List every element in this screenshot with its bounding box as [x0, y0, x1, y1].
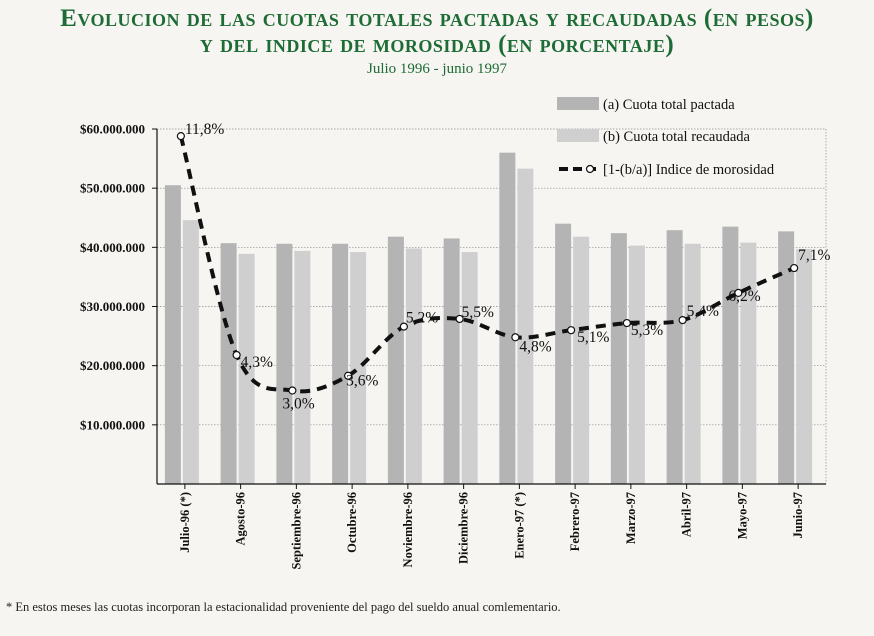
- bar-recaudada: [405, 248, 422, 484]
- bar-recaudada: [238, 253, 255, 484]
- chart-subtitle: Julio 1996 - junio 1997: [366, 61, 507, 77]
- grid-lines: [157, 128, 827, 484]
- morosidad-point: [455, 314, 464, 324]
- bar-recaudada: [573, 236, 590, 484]
- bar-recaudada: [628, 245, 645, 484]
- x-tick-label: Agosto-96: [234, 492, 248, 545]
- bar-pactada: [722, 226, 739, 484]
- morosidad-point: [232, 350, 241, 360]
- x-tick-label: Marzo-97: [624, 492, 638, 544]
- x-tick-label: Mayo-97: [735, 492, 749, 539]
- x-tick-label: Junio-97: [791, 492, 805, 539]
- bar-pactada: [332, 243, 349, 484]
- morosidad-label: 5,3%: [631, 322, 663, 339]
- morosidad-label: 11,8%: [185, 121, 225, 138]
- bars: [164, 152, 813, 485]
- legend: (a) Cuota total pactada (b) Cuota total r…: [557, 97, 775, 178]
- bar-pactada: [443, 238, 460, 484]
- bar-pactada: [499, 152, 516, 484]
- x-tick-label: Noviembre-96: [401, 492, 415, 567]
- chart-title-line1: Evolucion de las cuotas totales pactadas…: [60, 5, 814, 32]
- legend-label: [1-(b/a)] Indice de morosidad: [603, 162, 775, 178]
- chart: $10.000.000 $20.000.000 $30.000.000 $40.000…: [80, 97, 831, 570]
- morosidad-label: 5,4%: [687, 303, 719, 320]
- bar-recaudada: [796, 249, 813, 484]
- morosidad-label: 3,0%: [282, 396, 314, 413]
- bar-pactada: [778, 231, 795, 484]
- x-tick-label: Enero-97 (*): [512, 492, 526, 559]
- morosidad-label: 4,8%: [519, 338, 551, 355]
- bar-pactada: [276, 243, 293, 484]
- bar-pactada: [610, 233, 627, 484]
- morosidad-label: 5,1%: [577, 329, 609, 346]
- bar-pactada: [555, 223, 572, 484]
- x-tick-label: Septiembre-96: [289, 492, 303, 570]
- legend-swatch: [557, 97, 599, 110]
- bar-pactada: [666, 230, 683, 484]
- footnote: * En estos meses las cuotas incorporan l…: [6, 600, 561, 614]
- legend-label: (a) Cuota total pactada: [603, 97, 735, 113]
- morosidad-label: 4,3%: [241, 354, 273, 371]
- morosidad-point: [622, 318, 631, 328]
- y-tick-label: $10.000.000: [80, 417, 145, 432]
- y-tick-label: $30.000.000: [80, 299, 145, 314]
- bar-recaudada: [461, 252, 478, 484]
- bar-recaudada: [350, 252, 367, 484]
- y-axis-ticks: $10.000.000 $20.000.000 $30.000.000 $40.000…: [80, 122, 157, 432]
- morosidad-point: [678, 316, 687, 325]
- morosidad-label: 5,2%: [406, 310, 438, 327]
- morosidad-point: [511, 333, 520, 342]
- x-tick-label: Abril-97: [680, 492, 694, 537]
- x-axis-ticks: Julio-96 (*) Agosto-96 Septiembre-96 Octubr…: [178, 484, 805, 570]
- x-tick-label: Diciembre-96: [457, 492, 471, 564]
- x-tick-label: Julio-96 (*): [178, 492, 192, 553]
- legend-marker: [585, 164, 595, 174]
- morosidad-point: [288, 386, 297, 395]
- morosidad-label: 7,1%: [798, 247, 830, 264]
- y-tick-label: $40.000.000: [80, 240, 145, 255]
- morosidad-point: [567, 326, 576, 335]
- x-tick-label: Octubre-96: [345, 492, 359, 553]
- bar-pactada: [387, 236, 404, 484]
- morosidad-point: [176, 132, 185, 141]
- morosidad-label: 5,5%: [462, 304, 494, 321]
- bar-recaudada: [294, 250, 311, 484]
- bar-recaudada: [182, 220, 199, 484]
- morosidad-label: 3,6%: [346, 373, 378, 390]
- morosidad-point: [344, 371, 353, 380]
- y-tick-label: $20.000.000: [80, 358, 145, 373]
- morosidad-label: 6,2%: [728, 288, 760, 305]
- bar-pactada: [164, 185, 181, 485]
- legend-swatch: [557, 129, 599, 142]
- bar-pactada: [220, 243, 237, 484]
- legend-label: (b) Cuota total recaudada: [603, 129, 751, 145]
- morosidad-point: [399, 322, 408, 331]
- y-tick-label: $50.000.000: [80, 181, 145, 196]
- morosidad-line: 11,8% 4,3% 3,0% 3,6% 5,2% 5,5% 4,8% 5,1% 5,3% 5,4…: [176, 121, 831, 413]
- bar-recaudada: [684, 243, 701, 484]
- chart-title-line2: y del indice de morosidad (en porcentaje…: [199, 31, 675, 58]
- morosidad-point: [790, 263, 799, 273]
- y-tick-label: $60.000.000: [80, 122, 145, 137]
- morosidad-point: [734, 288, 743, 297]
- x-tick-label: Febrero-97: [568, 492, 582, 551]
- bar-recaudada: [517, 168, 534, 484]
- bar-recaudada: [740, 242, 757, 484]
